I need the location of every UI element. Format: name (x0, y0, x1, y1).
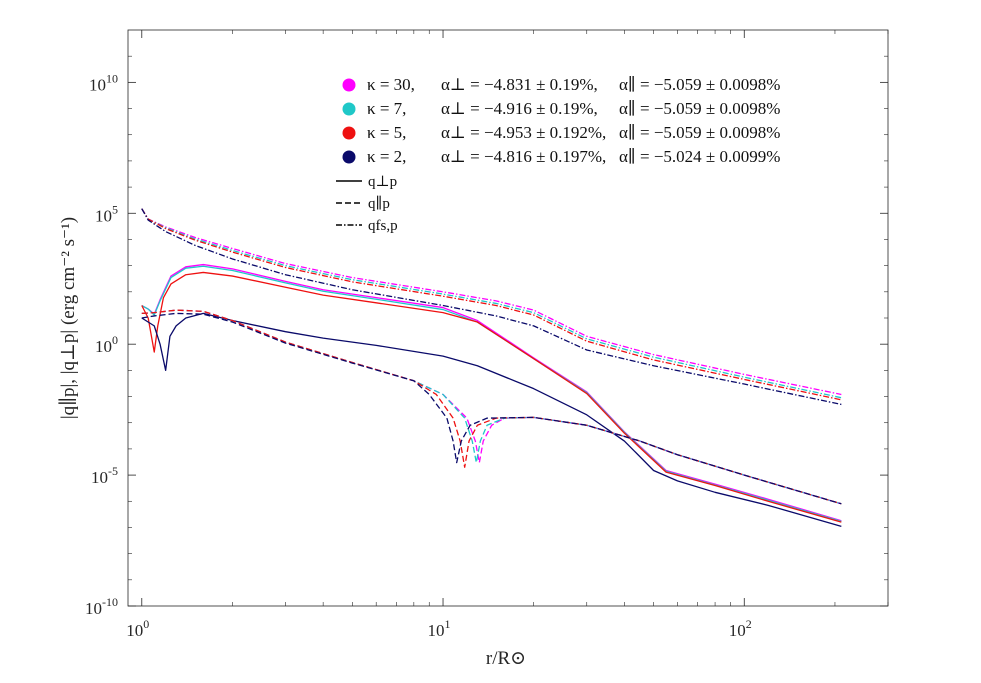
series-line--7-q-p (141, 265, 842, 523)
series-line--30-q-p (141, 309, 842, 505)
legend-style-label: q∥p (368, 195, 390, 212)
y-tick-label: 100 (95, 333, 118, 356)
legend-alpha-par: α∥ = −5.024 ± 0.0099% (619, 147, 780, 166)
legend-style-label: q⊥p (368, 174, 397, 190)
series-line--5-q-p (141, 309, 842, 505)
legend-marker (342, 126, 356, 140)
series-line--5-q-p (141, 271, 842, 523)
x-tick-label: 101 (428, 617, 451, 640)
data-series (141, 208, 842, 527)
legend-kappa: κ = 5, (367, 123, 406, 142)
y-axis-label: |q∥p|, |q⊥p| (erg cm⁻² s⁻¹) (58, 217, 79, 419)
legend-style-label: qfs,p (368, 218, 398, 234)
x-tick-label: 100 (126, 617, 149, 640)
y-tick-label: 10-5 (91, 464, 118, 487)
series-line--2-qfs-p (141, 208, 842, 406)
series-line--7-q-p (141, 309, 842, 505)
x-tick-label: 102 (729, 617, 752, 640)
y-tick-label: 1010 (89, 71, 118, 94)
legend-alpha-perp: α⊥ = −4.953 ± 0.192%, (441, 123, 606, 142)
legend-kappa: κ = 30, (367, 75, 415, 94)
series-line--2-q-p (141, 312, 842, 527)
legend-kappa: κ = 2, (367, 147, 406, 166)
legend-marker (342, 150, 356, 164)
legend-alpha-par: α∥ = −5.059 ± 0.0098% (619, 99, 780, 118)
legend-alpha-perp: α⊥ = −4.816 ± 0.197%, (441, 147, 606, 166)
x-axis-label: r/R⊙ (486, 648, 526, 669)
legend-marker (342, 78, 356, 92)
legend-alpha-perp: α⊥ = −4.831 ± 0.19%, (441, 75, 598, 94)
legend-alpha-perp: α⊥ = −4.916 ± 0.19%, (441, 99, 598, 118)
y-tick-label: 10-10 (85, 595, 118, 618)
series-line--30-qfs-p (141, 208, 842, 396)
series-line--30-q-p (141, 263, 842, 522)
legend-marker (342, 102, 356, 116)
series-line--5-qfs-p (141, 208, 842, 401)
series-line--2-q-p (141, 312, 842, 505)
legend-kappa: κ = 7, (367, 99, 406, 118)
y-tick-label: 105 (95, 202, 118, 225)
legend-alpha-par: α∥ = −5.059 ± 0.0098% (619, 75, 780, 94)
series-line--7-qfs-p (141, 208, 842, 399)
legend: κ = 30, α⊥ = −4.831 ± 0.19%, α∥ = −5.059 ±… (336, 75, 780, 234)
axis-ticks: 100 101 102 10-10 10-5 100 105 1010 (85, 30, 889, 640)
legend-alpha-par: α∥ = −5.059 ± 0.0098% (619, 123, 780, 142)
